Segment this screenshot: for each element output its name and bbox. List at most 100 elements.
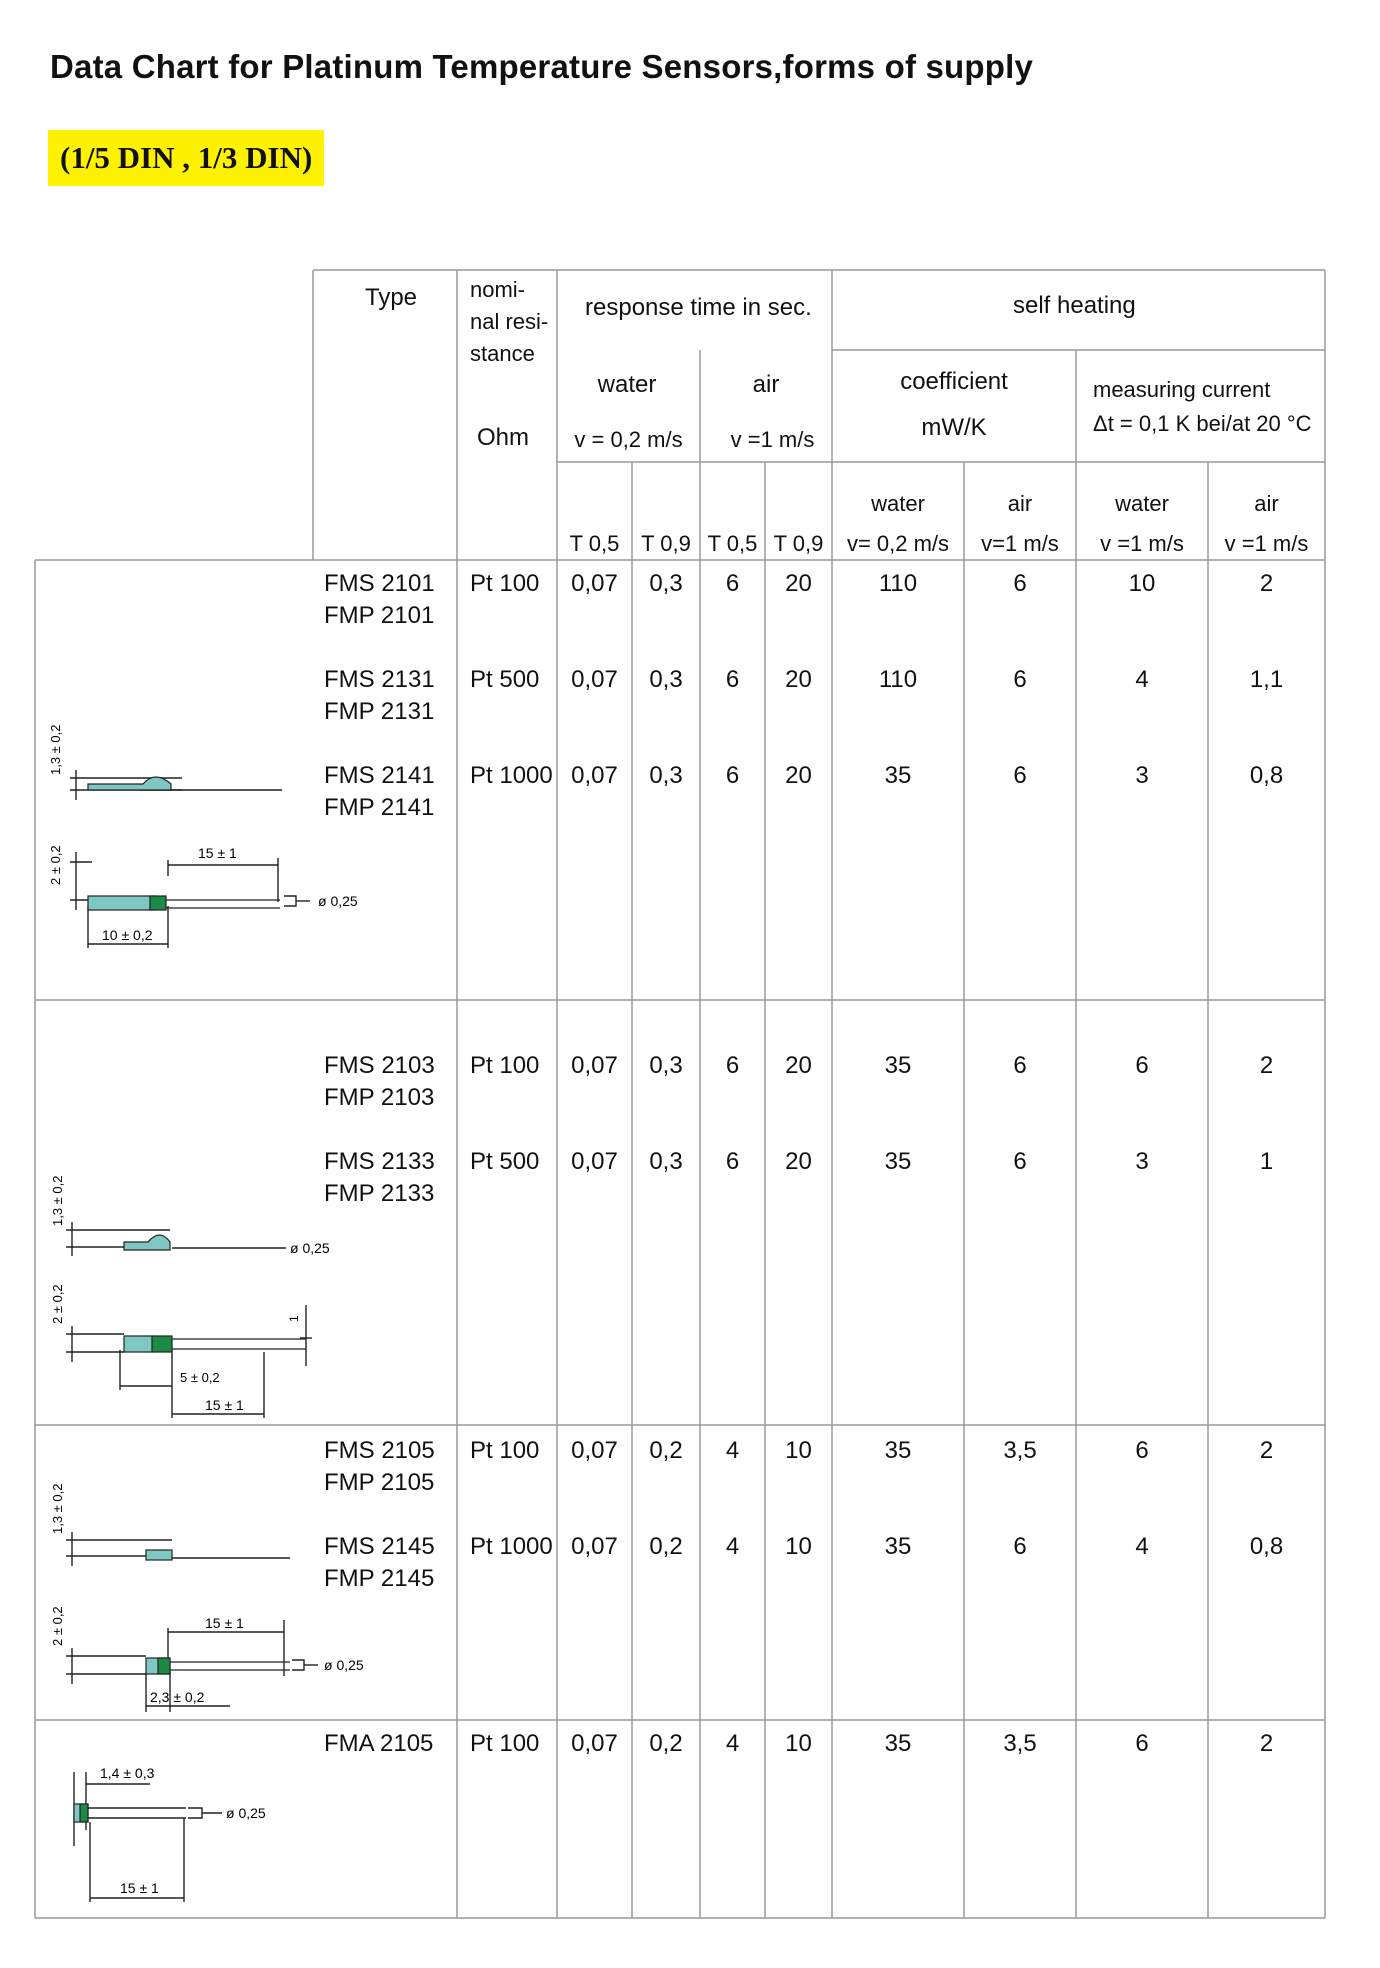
cell-a05: 6 bbox=[725, 1148, 740, 1175]
cell-ma: 0,8 bbox=[1249, 1533, 1284, 1560]
dim-d1-len: 15 ± 1 bbox=[198, 845, 237, 861]
cell-a05: 4 bbox=[725, 1437, 740, 1464]
header-coef-water: water bbox=[871, 491, 925, 516]
header-coef-air: air bbox=[1007, 491, 1033, 516]
dim-d2-h1: 1,3 ± 0,2 bbox=[50, 1175, 65, 1226]
cell-ca: 3,5 bbox=[1003, 1437, 1037, 1464]
cell-type: FMP 2101 bbox=[324, 602, 435, 629]
cell-a05: 6 bbox=[725, 570, 740, 597]
cell-ma: 0,8 bbox=[1249, 762, 1284, 789]
cell-cw: 110 bbox=[878, 570, 918, 597]
cell-a09: 20 bbox=[785, 762, 812, 789]
header-response-time: response time in sec. bbox=[585, 294, 812, 321]
cell-w05: 0,07 bbox=[571, 1730, 618, 1757]
cell-mw: 6 bbox=[1135, 1437, 1149, 1464]
sensor-body-1 bbox=[87, 776, 172, 791]
cell-mw: 3 bbox=[1135, 1148, 1149, 1175]
cell-ma: 2 bbox=[1259, 1730, 1274, 1757]
cell-w05: 0,07 bbox=[571, 1533, 618, 1560]
cell-resistance: Pt 100 bbox=[470, 1730, 540, 1757]
cell-ca: 6 bbox=[1013, 666, 1027, 693]
cell-ca: 6 bbox=[1013, 1052, 1027, 1079]
cell-type: FMP 2105 bbox=[324, 1469, 435, 1496]
cell-mw: 10 bbox=[1128, 570, 1156, 597]
cell-resistance: Pt 100 bbox=[470, 1052, 540, 1079]
cell-a09: 10 bbox=[785, 1730, 812, 1757]
cell-ca: 6 bbox=[1013, 762, 1027, 789]
sensor-drawing-2 bbox=[66, 1222, 312, 1418]
cell-resistance: Pt 500 bbox=[470, 1148, 540, 1175]
dim-d4-len: 15 ± 1 bbox=[120, 1880, 159, 1896]
cell-type: FMP 2133 bbox=[324, 1180, 435, 1207]
cell-type: FMP 2131 bbox=[324, 698, 435, 725]
cell-ca: 3,5 bbox=[1003, 1730, 1037, 1757]
header-nominal-3: stance bbox=[470, 341, 535, 366]
cell-mw: 6 bbox=[1135, 1052, 1149, 1079]
cell-cw: 35 bbox=[884, 762, 912, 789]
cell-cw: 35 bbox=[884, 1052, 912, 1079]
header-t09-air: T 0,9 bbox=[773, 531, 824, 556]
cell-resistance: Pt 1000 bbox=[470, 762, 553, 789]
dim-d1-h1: 1,3 ± 0,2 bbox=[48, 724, 63, 775]
header-self-heating: self heating bbox=[1013, 292, 1136, 319]
sensor-chip-2 bbox=[123, 1335, 155, 1353]
sensor-body-3 bbox=[145, 1549, 173, 1561]
cell-ma: 1 bbox=[1259, 1148, 1274, 1175]
cell-w09: 0,3 bbox=[649, 570, 683, 597]
dim-d2-len2: 15 ± 1 bbox=[205, 1397, 244, 1413]
cell-a09: 10 bbox=[785, 1437, 812, 1464]
cell-mw: 4 bbox=[1135, 666, 1149, 693]
cell-type: FMS 2141 bbox=[324, 762, 435, 789]
cell-type: FMS 2101 bbox=[324, 570, 435, 597]
cell-ma: 2 bbox=[1259, 1052, 1274, 1079]
cell-a09: 20 bbox=[785, 1052, 812, 1079]
cell-w05: 0,07 bbox=[571, 762, 618, 789]
cell-type: FMS 2133 bbox=[324, 1148, 435, 1175]
cell-a05: 4 bbox=[725, 1533, 740, 1560]
cell-type: FMP 2103 bbox=[324, 1084, 435, 1111]
header-mc-water: water bbox=[1115, 491, 1169, 516]
dim-d1-body: 10 ± 0,2 bbox=[102, 927, 153, 943]
header-delta-t: Δt = 0,1 K bei/at 20 °C bbox=[1093, 411, 1312, 436]
header-mc-air-v: v =1 m/s bbox=[1224, 531, 1309, 556]
cell-w05: 0,07 bbox=[571, 570, 618, 597]
cell-ma: 2 bbox=[1259, 570, 1274, 597]
sensor-drawing-1 bbox=[70, 770, 310, 948]
page-title: Data Chart for Platinum Temperature Sens… bbox=[50, 48, 1034, 85]
cell-mw: 3 bbox=[1135, 762, 1149, 789]
cell-type: FMP 2145 bbox=[324, 1565, 435, 1592]
header-t09-water: T 0,9 bbox=[641, 531, 691, 556]
cell-a05: 6 bbox=[725, 1052, 740, 1079]
dim-d1-wire: ø 0,25 bbox=[318, 893, 358, 909]
header-nominal-2: nal resi- bbox=[470, 309, 549, 334]
cell-type: FMA 2105 bbox=[324, 1730, 434, 1757]
cell-ma: 2 bbox=[1259, 1437, 1274, 1464]
cell-a09: 20 bbox=[785, 570, 812, 597]
header-coefficient: coefficient bbox=[900, 368, 1008, 395]
cell-type: FMS 2131 bbox=[324, 666, 435, 693]
cell-resistance: Pt 1000 bbox=[470, 1533, 553, 1560]
header-nominal-1: nomi- bbox=[470, 277, 526, 302]
header-water: water bbox=[597, 371, 657, 398]
sensor-chip-1 bbox=[87, 895, 157, 911]
cell-w05: 0,07 bbox=[571, 1437, 618, 1464]
header-t05-water: T 0,5 bbox=[569, 531, 620, 556]
cell-a05: 6 bbox=[725, 762, 740, 789]
cell-w09: 0,3 bbox=[649, 1052, 683, 1079]
header-coef-air-v: v=1 m/s bbox=[981, 531, 1059, 556]
cell-w09: 0,3 bbox=[649, 1148, 683, 1175]
dim-d3-h2: 2 ± 0,2 bbox=[50, 1606, 65, 1646]
cell-a05: 6 bbox=[725, 666, 740, 693]
header-measuring-current: measuring current bbox=[1093, 377, 1271, 402]
header-coef-water-v: v= 0,2 m/s bbox=[846, 531, 950, 556]
cell-resistance: Pt 100 bbox=[470, 1437, 540, 1464]
sensor-body-2 bbox=[123, 1234, 171, 1251]
cell-type: FMP 2141 bbox=[324, 794, 435, 821]
cell-cw: 35 bbox=[884, 1533, 912, 1560]
sensor-drawing-3 bbox=[66, 1532, 318, 1712]
header-mwk: mW/K bbox=[921, 414, 987, 441]
dim-d3-body: 2,3 ± 0,2 bbox=[150, 1689, 205, 1705]
cell-cw: 35 bbox=[884, 1148, 912, 1175]
cell-w09: 0,3 bbox=[649, 762, 683, 789]
